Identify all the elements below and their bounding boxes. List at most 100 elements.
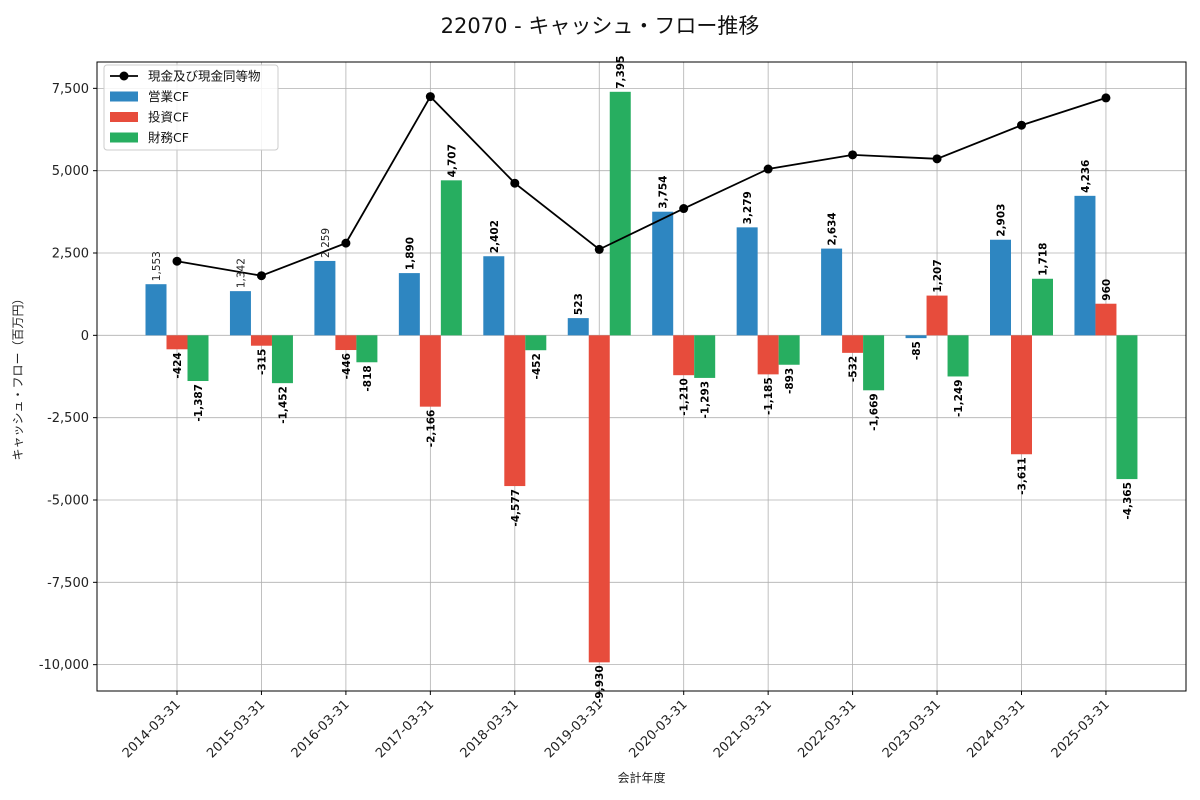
bar xyxy=(525,335,547,351)
y-tick-label: -2,500 xyxy=(47,411,89,426)
bar xyxy=(166,335,188,350)
x-tick-label: 2023-03-31 xyxy=(880,697,944,761)
bar-value-label: 2,259 xyxy=(320,228,332,258)
bar-value-label: 2,402 xyxy=(489,220,501,253)
x-tick-label: 2015-03-31 xyxy=(204,697,268,761)
bar xyxy=(905,335,927,339)
bar xyxy=(567,318,589,336)
legend-swatch xyxy=(110,91,138,102)
legend-label: 投資CF xyxy=(148,110,189,125)
data-labels: 1,553 1,342 2,259 1,890 2,402 523 3,754 3,279 2,… xyxy=(151,56,1134,703)
bar-value-label: 4,236 xyxy=(1080,160,1092,193)
bar-value-label: -9,930 xyxy=(594,665,606,703)
bar xyxy=(863,335,885,391)
bar-value-label: 4,707 xyxy=(446,144,458,177)
x-tick-label: 2020-03-31 xyxy=(626,697,690,761)
cash-point xyxy=(341,238,351,248)
bars xyxy=(145,91,1138,663)
bar-value-label: -818 xyxy=(362,365,374,391)
bar-value-label: -1,452 xyxy=(277,386,289,424)
bar-value-label: -315 xyxy=(256,349,268,375)
legend-box xyxy=(103,64,279,151)
bar xyxy=(926,295,948,336)
x-tick-label: 2016-03-31 xyxy=(289,697,353,761)
cash-point xyxy=(763,164,773,174)
bar-value-label: -452 xyxy=(531,353,543,379)
legend-label: 現金及び現金同等物 xyxy=(148,69,261,84)
x-tick-label: 2018-03-31 xyxy=(458,697,522,761)
cash-point xyxy=(1101,93,1111,103)
bar-value-label: -2,166 xyxy=(425,410,437,448)
x-tick-label: 2019-03-31 xyxy=(542,697,606,761)
bar-value-label: -1,293 xyxy=(700,381,712,419)
bar xyxy=(1011,335,1032,455)
bar xyxy=(694,335,716,378)
bar xyxy=(145,284,167,336)
legend-label: 財務CF xyxy=(148,130,189,145)
bar xyxy=(1116,335,1138,480)
x-tick-label: 2021-03-31 xyxy=(711,697,775,761)
bar-value-label: 960 xyxy=(1101,279,1113,301)
legend-swatch xyxy=(110,132,138,143)
bar xyxy=(757,335,779,375)
bar-value-label: 1,207 xyxy=(932,259,944,292)
bar xyxy=(229,291,251,336)
bar xyxy=(504,335,526,487)
bar xyxy=(250,335,272,346)
bar-value-label: 1,553 xyxy=(151,251,163,281)
cash-line xyxy=(172,92,1111,281)
bar xyxy=(821,248,843,336)
bar-value-label: 3,279 xyxy=(742,191,754,224)
bar xyxy=(1032,278,1053,336)
y-tick-label: 7,500 xyxy=(52,82,89,97)
bar-value-label: 1,718 xyxy=(1038,243,1050,276)
bar xyxy=(187,335,209,382)
cash-point xyxy=(256,271,266,281)
cash-point xyxy=(594,244,604,254)
cash-point xyxy=(172,256,182,266)
bar-value-label: 3,754 xyxy=(658,175,670,208)
bar xyxy=(990,239,1011,336)
legend-marker xyxy=(119,71,129,81)
y-tick-label: -10,000 xyxy=(39,658,89,673)
x-tick-label: 2025-03-31 xyxy=(1049,697,1113,761)
bar xyxy=(947,335,969,377)
bar-value-label: 7,395 xyxy=(615,56,627,89)
x-tick-label: 2014-03-31 xyxy=(120,697,184,761)
chart-title: 22070 - キャッシュ・フロー推移 xyxy=(440,14,760,38)
cash-point xyxy=(510,178,520,188)
y-tick-label: 0 xyxy=(81,329,89,344)
bar xyxy=(1074,195,1096,336)
bar-value-label: -424 xyxy=(172,352,184,378)
cash-point xyxy=(1017,120,1026,130)
bar-value-label: -4,577 xyxy=(510,489,522,527)
axes: -10,000 -7,500 -5,000 -2,500 0 2,500 5,000 7,50… xyxy=(11,82,1113,785)
bar xyxy=(398,273,420,336)
cash-point xyxy=(679,204,689,214)
y-tick-label: 5,000 xyxy=(52,164,89,179)
bar-value-label: 523 xyxy=(573,293,585,315)
bar xyxy=(356,335,378,363)
bar-value-label: -4,365 xyxy=(1122,482,1134,520)
bar xyxy=(588,335,610,663)
bar xyxy=(335,335,357,351)
bar xyxy=(1095,303,1117,336)
bar xyxy=(271,335,293,384)
bar-value-label: -1,210 xyxy=(679,378,691,416)
y-tick-label: -7,500 xyxy=(47,576,89,591)
bar-value-label: -3,611 xyxy=(1017,457,1029,495)
bar xyxy=(652,211,674,336)
bar-value-label: -446 xyxy=(341,353,353,379)
bar-value-label: -1,669 xyxy=(869,393,881,431)
legend-swatch xyxy=(110,112,138,122)
bar xyxy=(483,256,505,336)
bar xyxy=(314,260,336,336)
bar xyxy=(842,335,864,353)
y-axis-title: キャッシュ・フロー（百万円） xyxy=(11,292,25,460)
y-tick-label: 2,500 xyxy=(52,247,89,262)
cash-point xyxy=(425,92,435,102)
bar xyxy=(736,227,758,336)
bar-value-label: 2,634 xyxy=(827,212,839,245)
legend-label: 営業CF xyxy=(148,89,189,104)
